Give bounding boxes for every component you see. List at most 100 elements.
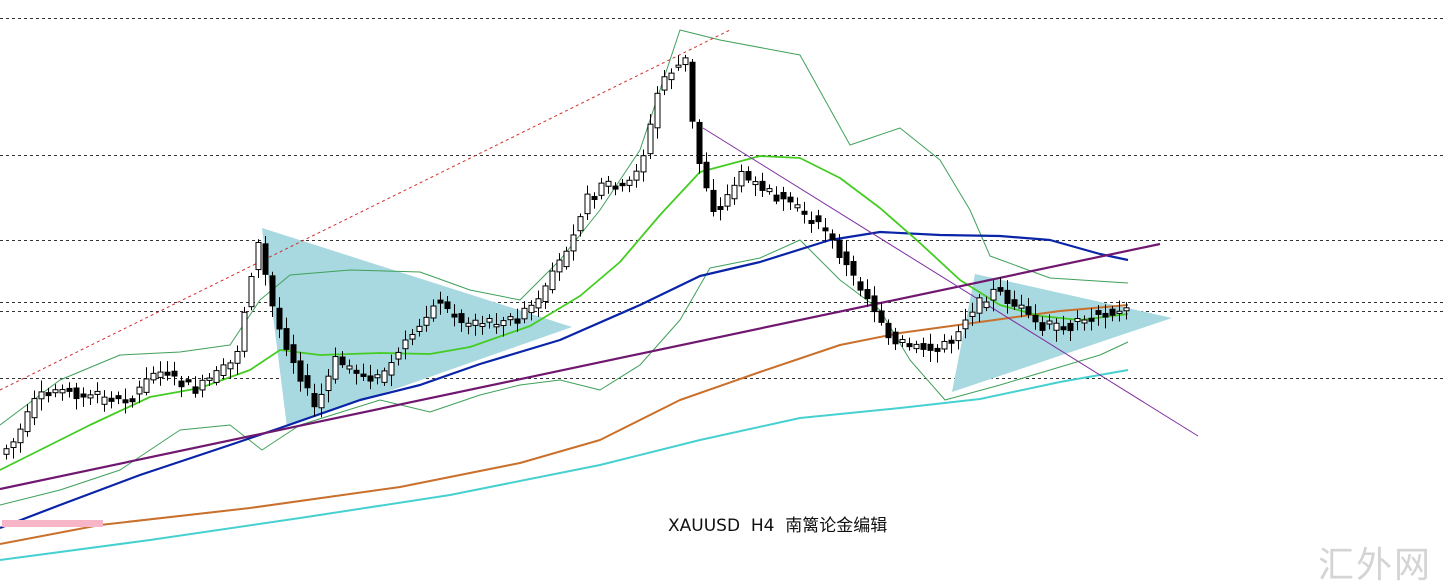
candle-body xyxy=(1095,310,1102,315)
candle xyxy=(920,337,927,357)
candle-body xyxy=(822,227,829,232)
candle xyxy=(493,313,500,334)
candle xyxy=(409,328,416,346)
candle-body xyxy=(381,370,388,383)
candle xyxy=(1011,290,1018,311)
candle-body xyxy=(1074,318,1081,323)
candle-body xyxy=(598,182,605,196)
candle xyxy=(136,380,143,404)
candle-body xyxy=(1081,319,1088,324)
candle xyxy=(402,330,409,360)
candle-body xyxy=(556,259,563,273)
candle xyxy=(185,375,192,386)
candle-body xyxy=(241,311,248,352)
candle xyxy=(787,192,794,210)
chart-title: XAUUSD H4 南篱论金编辑 xyxy=(668,516,888,536)
candle-body xyxy=(332,356,339,380)
candle xyxy=(955,325,962,350)
candle xyxy=(115,391,122,405)
candle-body xyxy=(360,373,367,377)
candle-body xyxy=(913,343,920,350)
candle-body xyxy=(542,285,549,303)
candle-body xyxy=(647,123,654,155)
candle-body xyxy=(1039,322,1046,331)
candle-body xyxy=(899,339,906,344)
candle-body xyxy=(815,215,822,223)
candle xyxy=(486,314,493,329)
candle-body xyxy=(514,318,521,324)
candle xyxy=(325,368,332,403)
candle xyxy=(780,186,787,211)
candle-body xyxy=(717,206,724,211)
candle-body xyxy=(416,325,423,332)
candle xyxy=(423,305,430,332)
candle xyxy=(850,255,857,286)
candle-body xyxy=(591,195,598,200)
candle-body xyxy=(892,331,899,345)
candle xyxy=(367,364,374,390)
candle-body xyxy=(38,391,45,400)
candle xyxy=(59,384,66,401)
candle xyxy=(997,277,1004,296)
candle xyxy=(24,404,31,437)
candle xyxy=(710,179,717,217)
candle xyxy=(234,345,241,375)
candle xyxy=(598,177,605,200)
candle-body xyxy=(934,347,941,352)
candle-body xyxy=(1123,307,1130,312)
candle-body xyxy=(563,250,570,268)
candle xyxy=(374,369,381,385)
candle-body xyxy=(437,299,444,304)
candle-body xyxy=(955,331,962,342)
candle-body xyxy=(759,180,766,191)
candle xyxy=(1074,310,1081,331)
candle-body xyxy=(794,204,801,209)
candle-body xyxy=(472,319,479,326)
moving-averages xyxy=(0,155,1129,561)
candle-body xyxy=(255,241,262,271)
candle xyxy=(1032,304,1039,330)
candle-body xyxy=(1046,320,1053,325)
candle xyxy=(990,280,997,312)
candle-body xyxy=(654,92,661,129)
candle-body xyxy=(878,310,885,323)
candle-body xyxy=(73,387,80,400)
candle-body xyxy=(451,313,458,318)
candle xyxy=(745,166,752,184)
candle xyxy=(689,58,696,129)
candle xyxy=(927,333,934,362)
candle xyxy=(17,423,24,453)
ma-fast-line xyxy=(0,155,1129,471)
candle xyxy=(213,366,220,386)
candle xyxy=(143,367,150,396)
candle xyxy=(1018,294,1025,318)
candle xyxy=(934,344,941,363)
candle-body xyxy=(675,64,682,68)
candle-body xyxy=(339,356,346,366)
candle-body xyxy=(283,328,290,350)
candle-body xyxy=(45,392,52,397)
candle xyxy=(759,172,766,197)
watermark: 汇外网 xyxy=(1318,545,1433,586)
candle xyxy=(157,361,164,386)
candle-body xyxy=(129,398,136,403)
candle-body xyxy=(10,441,17,449)
candle xyxy=(416,318,423,337)
candle xyxy=(1025,298,1032,319)
candle xyxy=(430,299,437,322)
candle-body xyxy=(927,343,934,351)
candle-body xyxy=(983,301,990,309)
candle xyxy=(675,55,682,71)
candle xyxy=(1046,314,1053,330)
candle xyxy=(31,390,38,426)
candle-body xyxy=(3,448,10,455)
candle xyxy=(150,366,157,384)
candle-body xyxy=(122,399,129,404)
candle xyxy=(822,217,829,243)
candle xyxy=(311,383,318,417)
candle xyxy=(878,302,885,326)
candle xyxy=(808,211,815,233)
candle-body xyxy=(640,155,647,173)
candle-body xyxy=(108,397,115,402)
candle xyxy=(521,301,528,324)
